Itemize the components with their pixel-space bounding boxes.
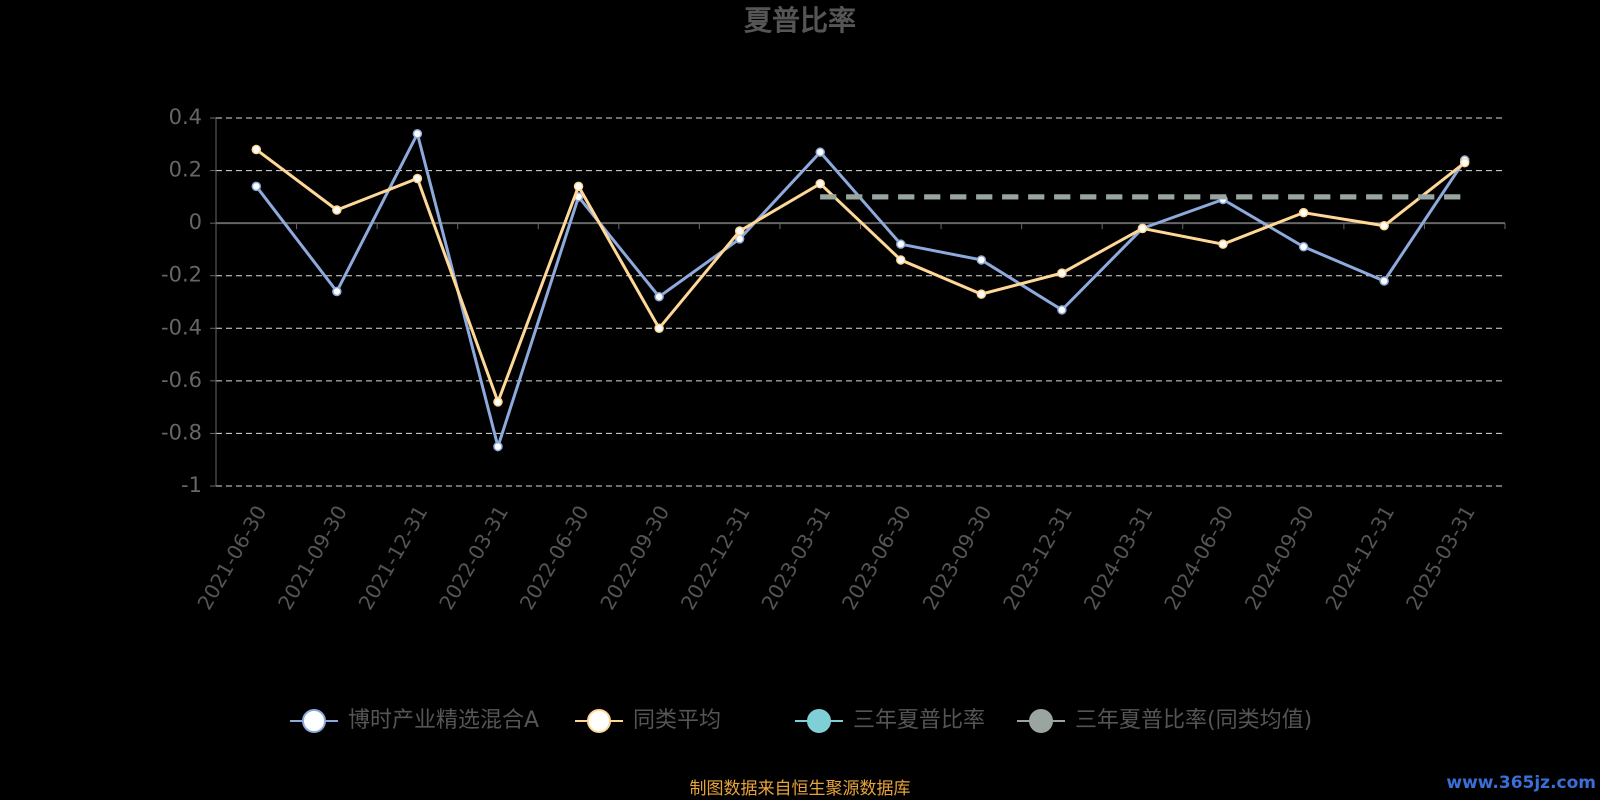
data-point: [251, 144, 262, 155]
legend-label: 三年夏普比率: [853, 708, 985, 733]
data-point: [573, 181, 584, 192]
data-point: [976, 289, 987, 299]
data-point: [412, 129, 423, 139]
source-note: 制图数据来自恒生聚源数据库: [690, 779, 911, 799]
legend-label: 三年夏普比率(同类均值): [1075, 708, 1312, 733]
data-point: [896, 239, 906, 249]
data-point: [1298, 242, 1309, 252]
data-point: [493, 397, 503, 407]
data-point: [412, 173, 423, 184]
data-point: [654, 291, 664, 302]
y-tick-label: -0.4: [161, 315, 202, 339]
y-tick-label: -0.8: [161, 420, 202, 444]
legend-label: 同类平均: [633, 708, 721, 733]
y-tick-label: 0.4: [169, 105, 202, 129]
data-point: [1298, 207, 1309, 218]
data-point: [815, 147, 825, 157]
data-point: [1459, 157, 1470, 168]
legend-label: 博时产业精选混合A: [348, 708, 539, 733]
legend-marker: [807, 709, 831, 733]
y-tick-label: -0.2: [161, 263, 202, 287]
y-tick-label: 0.2: [169, 158, 202, 182]
data-point: [1218, 239, 1228, 249]
y-tick-label: 0: [189, 210, 202, 234]
data-point: [251, 181, 262, 192]
legend-marker: [302, 709, 326, 733]
data-point: [332, 205, 342, 215]
data-point: [493, 441, 503, 452]
data-point: [332, 286, 342, 297]
legend-marker: [1029, 709, 1053, 733]
data-point: [1379, 276, 1389, 286]
y-tick-label: -1: [181, 473, 202, 497]
chart-title: 夏普比率: [744, 4, 856, 37]
data-point: [1057, 305, 1067, 315]
data-point: [896, 255, 906, 265]
data-point: [654, 323, 664, 334]
series-line: [255, 148, 1466, 407]
data-point: [1057, 268, 1067, 278]
data-point: [976, 255, 987, 265]
watermark: www.365jz.com: [1446, 773, 1596, 793]
data-point: [1137, 223, 1148, 234]
data-point: [815, 178, 825, 189]
data-point: [734, 226, 745, 236]
data-point: [1379, 221, 1389, 231]
y-tick-label: -0.6: [161, 368, 202, 392]
legend-marker: [587, 709, 611, 733]
